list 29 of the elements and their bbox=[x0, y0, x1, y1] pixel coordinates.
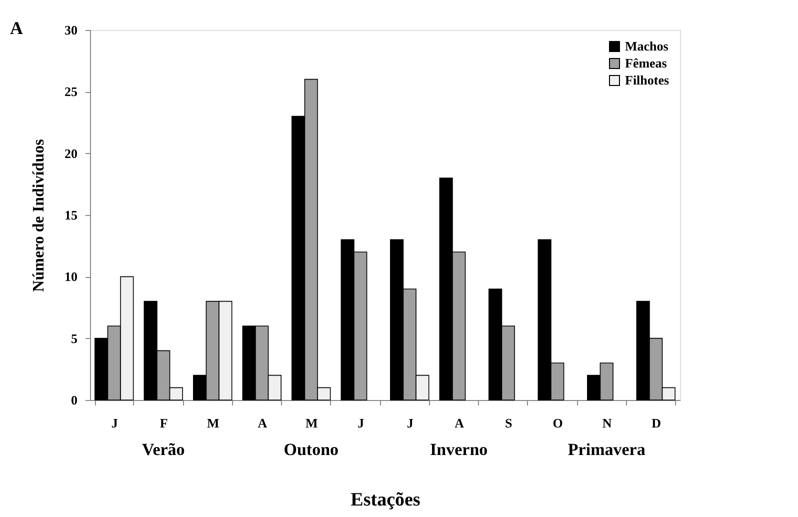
x-tick-label: D bbox=[652, 416, 662, 430]
x-tick-label: F bbox=[160, 416, 168, 430]
x-axis-title: Estações bbox=[350, 490, 420, 510]
y-tick-label: 20 bbox=[64, 146, 78, 161]
x-tick-label: S bbox=[505, 416, 512, 430]
x-tick-label: M bbox=[305, 416, 318, 430]
x-tick-label: J bbox=[406, 416, 414, 430]
y-axis-title: Número de Indivíduos bbox=[30, 139, 48, 292]
x-tick-label: J bbox=[111, 416, 118, 430]
x-tick-label: M bbox=[206, 416, 220, 430]
x-tick-label: J bbox=[358, 416, 365, 430]
y-tick-label: 25 bbox=[64, 84, 78, 100]
y-tick-label: 0 bbox=[71, 392, 78, 408]
y-tick-label: 15 bbox=[64, 208, 78, 222]
legend-label: Machos bbox=[625, 38, 668, 54]
text: Verão bbox=[142, 440, 185, 459]
text: Inverno bbox=[430, 440, 488, 459]
legend-label: Fêmeas bbox=[625, 56, 667, 70]
y-tick-label: 30 bbox=[64, 22, 78, 38]
x-tick-label: N bbox=[602, 416, 612, 430]
legend-label: Filhotes bbox=[625, 72, 670, 88]
text: Outono bbox=[284, 440, 339, 459]
x-tick-label: O bbox=[552, 416, 563, 430]
y-tick-label: 5 bbox=[71, 330, 78, 346]
x-tick-label: A bbox=[454, 416, 465, 430]
text: Primavera bbox=[568, 440, 646, 459]
x-tick-label: A bbox=[258, 416, 268, 430]
y-tick-label: 10 bbox=[64, 269, 78, 284]
text: A bbox=[10, 18, 23, 38]
